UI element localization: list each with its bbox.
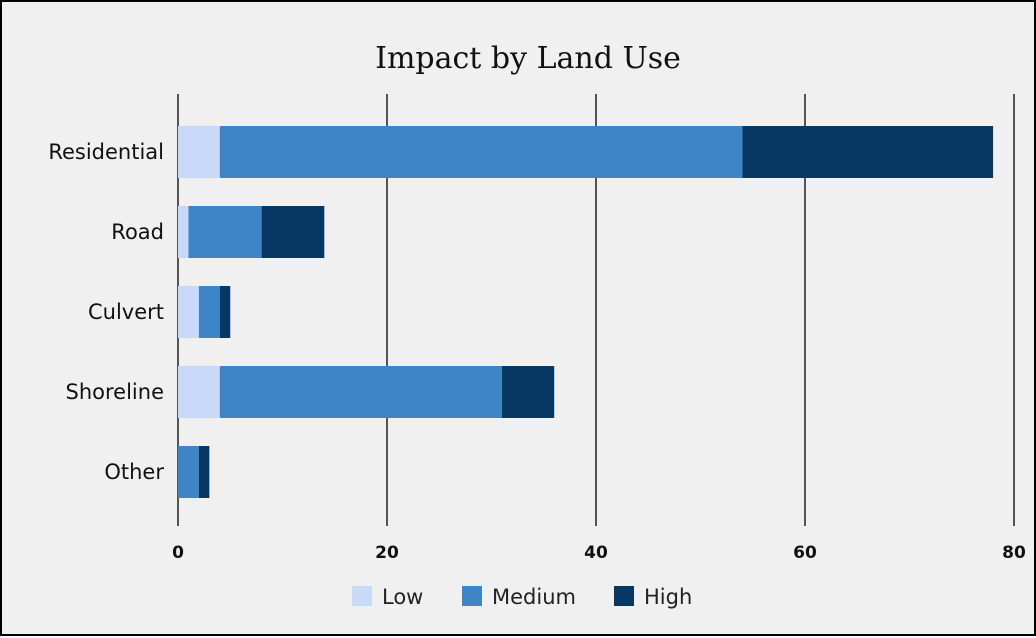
x-tick-label: 60: [793, 543, 817, 563]
legend: Low Medium High: [352, 585, 692, 609]
legend-swatch-medium: [462, 586, 482, 606]
bar-residential-medium: [219, 126, 743, 178]
bar-culvert-low: [178, 286, 199, 338]
bar-other-medium: [178, 446, 199, 498]
bar-residential-low: [178, 126, 220, 178]
category-label: Culvert: [88, 300, 164, 324]
bar-residential-high: [742, 126, 994, 178]
bar-culvert-high: [219, 286, 231, 338]
x-tick-labels: 0 20 40 60 80: [172, 543, 1026, 563]
bar-shoreline-medium: [219, 366, 502, 418]
bar-shoreline-high: [501, 366, 555, 418]
legend-label: Medium: [492, 585, 576, 609]
category-label: Shoreline: [66, 380, 164, 404]
category-label: Road: [111, 220, 164, 244]
x-tick-label: 0: [172, 543, 184, 563]
bars: [178, 126, 994, 498]
legend-swatch-high: [614, 586, 634, 606]
category-label: Other: [104, 460, 164, 484]
category-label: Residential: [48, 140, 164, 164]
x-tick-label: 80: [1002, 543, 1026, 563]
x-tick-label: 40: [584, 543, 608, 563]
bar-road-low: [178, 206, 189, 258]
chart-title: Impact by Land Use: [375, 41, 681, 76]
category-labels: Residential Road Culvert Shoreline Other: [48, 140, 164, 484]
legend-swatch-low: [352, 586, 372, 606]
legend-label: High: [644, 585, 692, 609]
bar-culvert-medium: [198, 286, 220, 338]
legend-label: Low: [382, 585, 423, 609]
bar-other-high: [198, 446, 210, 498]
bar-road-high: [261, 206, 325, 258]
x-tick-label: 20: [375, 543, 399, 563]
bar-road-medium: [188, 206, 262, 258]
bar-shoreline-low: [178, 366, 220, 418]
